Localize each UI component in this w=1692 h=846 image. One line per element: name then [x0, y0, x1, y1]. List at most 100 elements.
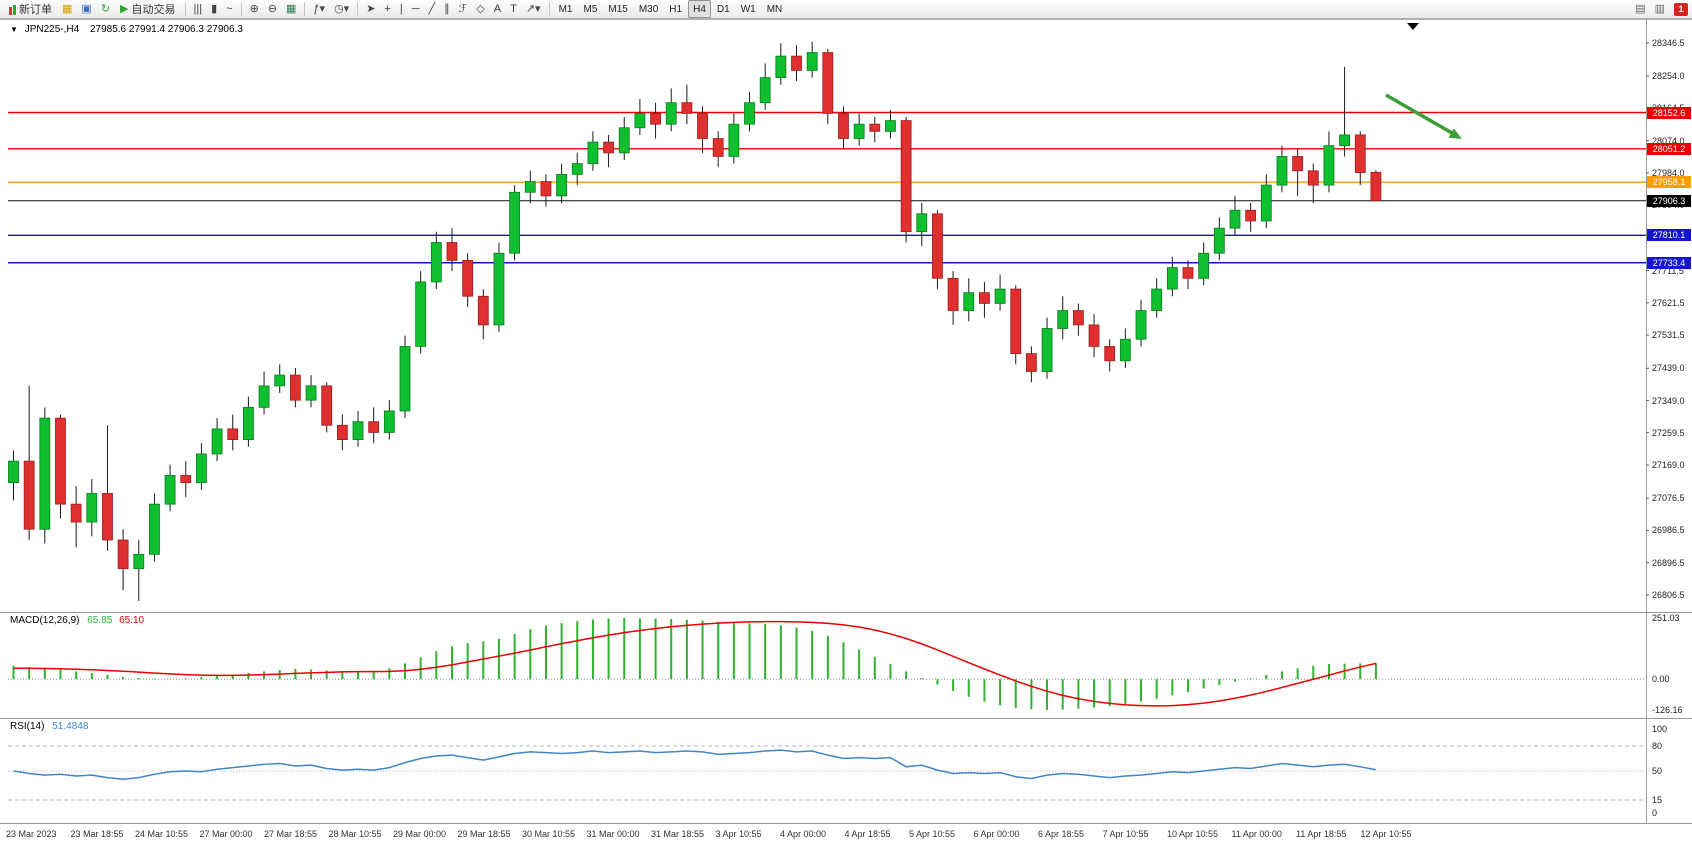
new-order-icon [9, 4, 16, 15]
price-line-badge[interactable]: 27810.1 [1647, 229, 1691, 242]
time-axis-label: 10 Apr 10:55 [1167, 829, 1219, 839]
price-axis-label: 27076.5 [1652, 493, 1685, 504]
notification-badge[interactable]: 1 [1674, 2, 1688, 16]
time-axis-label: 28 Mar 10:55 [328, 829, 382, 839]
time-axis-label: 6 Apr 00:00 [973, 829, 1020, 839]
time-axis-label: 12 Apr 10:55 [1360, 829, 1412, 839]
time-axis-label: 29 Mar 18:55 [457, 829, 511, 839]
profiles-icon[interactable]: ▣ [81, 3, 92, 15]
bar-chart-icon[interactable]: ||| [193, 3, 203, 15]
symbol-period-label: JPN225-,H4 [24, 24, 80, 35]
time-axis-label: 29 Mar 00:00 [393, 829, 447, 839]
candlestick-chart-icon[interactable]: ▮ [211, 3, 218, 15]
macd-main-value: 65.85 [87, 615, 113, 626]
toolbar-separator [548, 2, 550, 16]
price-axis-label: 27984.0 [1652, 167, 1685, 178]
text-icon[interactable]: A [493, 3, 502, 15]
time-axis-label: 11 Apr 00:00 [1231, 829, 1282, 839]
time-axis-label: 23 Mar 18:55 [70, 829, 124, 839]
price-axis-label: 27531.5 [1652, 330, 1685, 341]
zoom-in-icon[interactable]: ⊕ [249, 3, 259, 15]
timeframe-mn-button[interactable]: MN [766, 3, 783, 15]
zoom-out-icon[interactable]: ⊖ [267, 3, 278, 15]
toolbar-separator [357, 2, 359, 16]
time-axis-label: 27 Mar 18:55 [264, 829, 318, 839]
toolbar-separator [240, 2, 242, 16]
tile-windows-icon[interactable]: ▦ [286, 3, 297, 15]
macd-axis-label: 251.03 [1652, 613, 1680, 623]
time-axis-label: 11 Apr 18:55 [1296, 829, 1347, 839]
auto-trading-button[interactable]: ▶ 自动交易 [115, 0, 180, 18]
timeframe-m15-button[interactable]: M15 [608, 3, 628, 15]
crosshair-icon[interactable]: + [384, 3, 391, 15]
price-axis-label: 28074.0 [1652, 135, 1685, 146]
rsi-value: 51.4848 [52, 721, 89, 732]
macd-axis-label: 0.00 [1652, 674, 1670, 685]
price-axis-label: 27349.0 [1652, 395, 1685, 406]
rsi-name: RSI(14) [10, 721, 45, 732]
refresh-icon[interactable]: ↻ [100, 3, 111, 15]
time-axis-label: 27 Mar 00:00 [199, 829, 253, 839]
time-axis-label: 31 Mar 18:55 [651, 829, 705, 839]
price-line-badge[interactable]: 27733.4 [1647, 256, 1691, 269]
periods-dropdown[interactable]: ◷▾ [334, 3, 350, 15]
price-line-badge[interactable]: 27958.1 [1647, 176, 1691, 189]
price-axis-label: 27711.5 [1652, 265, 1684, 276]
timeframe-d1-button[interactable]: D1 [716, 3, 730, 15]
price-axis-label: 26986.5 [1652, 525, 1685, 536]
time-axis-label: 30 Mar 10:55 [522, 829, 576, 839]
horizontal-line-icon[interactable]: ─ [411, 3, 420, 15]
depth-of-market-icon[interactable]: ▥ [1654, 3, 1665, 15]
cursor-icon[interactable]: ➤ [366, 3, 376, 15]
bid-price-badge: 27906.3 [1647, 194, 1691, 207]
channel-icon[interactable]: ∥ [444, 3, 450, 15]
time-axis-label: 7 Apr 10:55 [1102, 829, 1149, 839]
price-axis-label: 28254.0 [1652, 71, 1685, 82]
price-axis-label: 28346.5 [1652, 38, 1685, 48]
indicators-dropdown[interactable]: ƒ▾ [313, 3, 326, 15]
timeframe-w1-button[interactable]: W1 [740, 3, 756, 15]
rsi-axis-label: 80 [1652, 741, 1663, 752]
timeframe-h1-button[interactable]: H1 [669, 3, 683, 15]
time-axis-label: 24 Mar 10:55 [135, 829, 189, 839]
vertical-line-icon[interactable]: | [399, 3, 403, 15]
arrows-icon[interactable]: ↗▾ [525, 3, 541, 15]
timeframe-m5-button[interactable]: M5 [583, 3, 598, 15]
new-order-label: 新订单 [19, 4, 52, 16]
shapes-icon[interactable]: ◇ [476, 3, 485, 15]
toolbar-separator [184, 2, 186, 16]
time-axis-label: 23 Mar 2023 [6, 829, 57, 839]
fibonacci-icon[interactable]: ℱ [458, 3, 468, 15]
price-axis-label: 27439.0 [1652, 363, 1685, 374]
trendline-icon[interactable]: ╱ [428, 3, 436, 15]
timeframe-h4-button[interactable]: H4 [688, 0, 711, 18]
price-line-badge[interactable]: 28152.6 [1647, 106, 1691, 119]
chart-header: ▼ JPN225-,H4 27985.6 27991.4 27906.3 279… [10, 24, 243, 35]
charts-icon[interactable]: ▦ [62, 3, 73, 15]
price-axis-label: 27259.5 [1652, 427, 1685, 438]
toolbar: 新订单 ▦ ▣ ↻ ▶ 自动交易 ||| ▮ ~ ⊕ ⊖ ▦ ƒ▾ ◷▾ ➤ + | ─ ╱ ∥ ℱ ◇ A T… [0, 0, 1692, 19]
text-label-icon[interactable]: T [510, 3, 517, 15]
chart-menu-icon[interactable]: ▼ [10, 25, 18, 34]
time-axis-label: 4 Apr 18:55 [844, 829, 891, 839]
auto-trading-label: 自动交易 [131, 4, 176, 16]
toolbar-separator [304, 2, 306, 16]
time-axis-label: 4 Apr 00:00 [780, 829, 827, 839]
timeframe-m30-button[interactable]: M30 [638, 3, 659, 15]
new-order-button[interactable]: 新订单 [4, 0, 57, 18]
macd-axis-label: -126.16 [1652, 705, 1683, 715]
time-axis-label: 6 Apr 18:55 [1038, 829, 1085, 839]
ohlc-values: 27985.6 27991.4 27906.3 27906.3 [89, 24, 243, 35]
price-line-badge[interactable]: 28051.2 [1647, 142, 1691, 155]
price-axis-label: 26806.5 [1652, 589, 1685, 600]
time-axis-label: 31 Mar 00:00 [586, 829, 640, 839]
data-window-icon[interactable]: ▤ [1635, 3, 1646, 15]
timeframe-m1-button[interactable]: M1 [558, 3, 573, 15]
play-icon: ▶ [120, 3, 129, 15]
macd-indicator-label: MACD(12,26,9) 65.85 65.10 [10, 615, 144, 626]
rsi-axis-label: 15 [1652, 795, 1663, 806]
rsi-axis-label: 50 [1652, 765, 1663, 776]
line-chart-icon[interactable]: ~ [226, 3, 233, 15]
